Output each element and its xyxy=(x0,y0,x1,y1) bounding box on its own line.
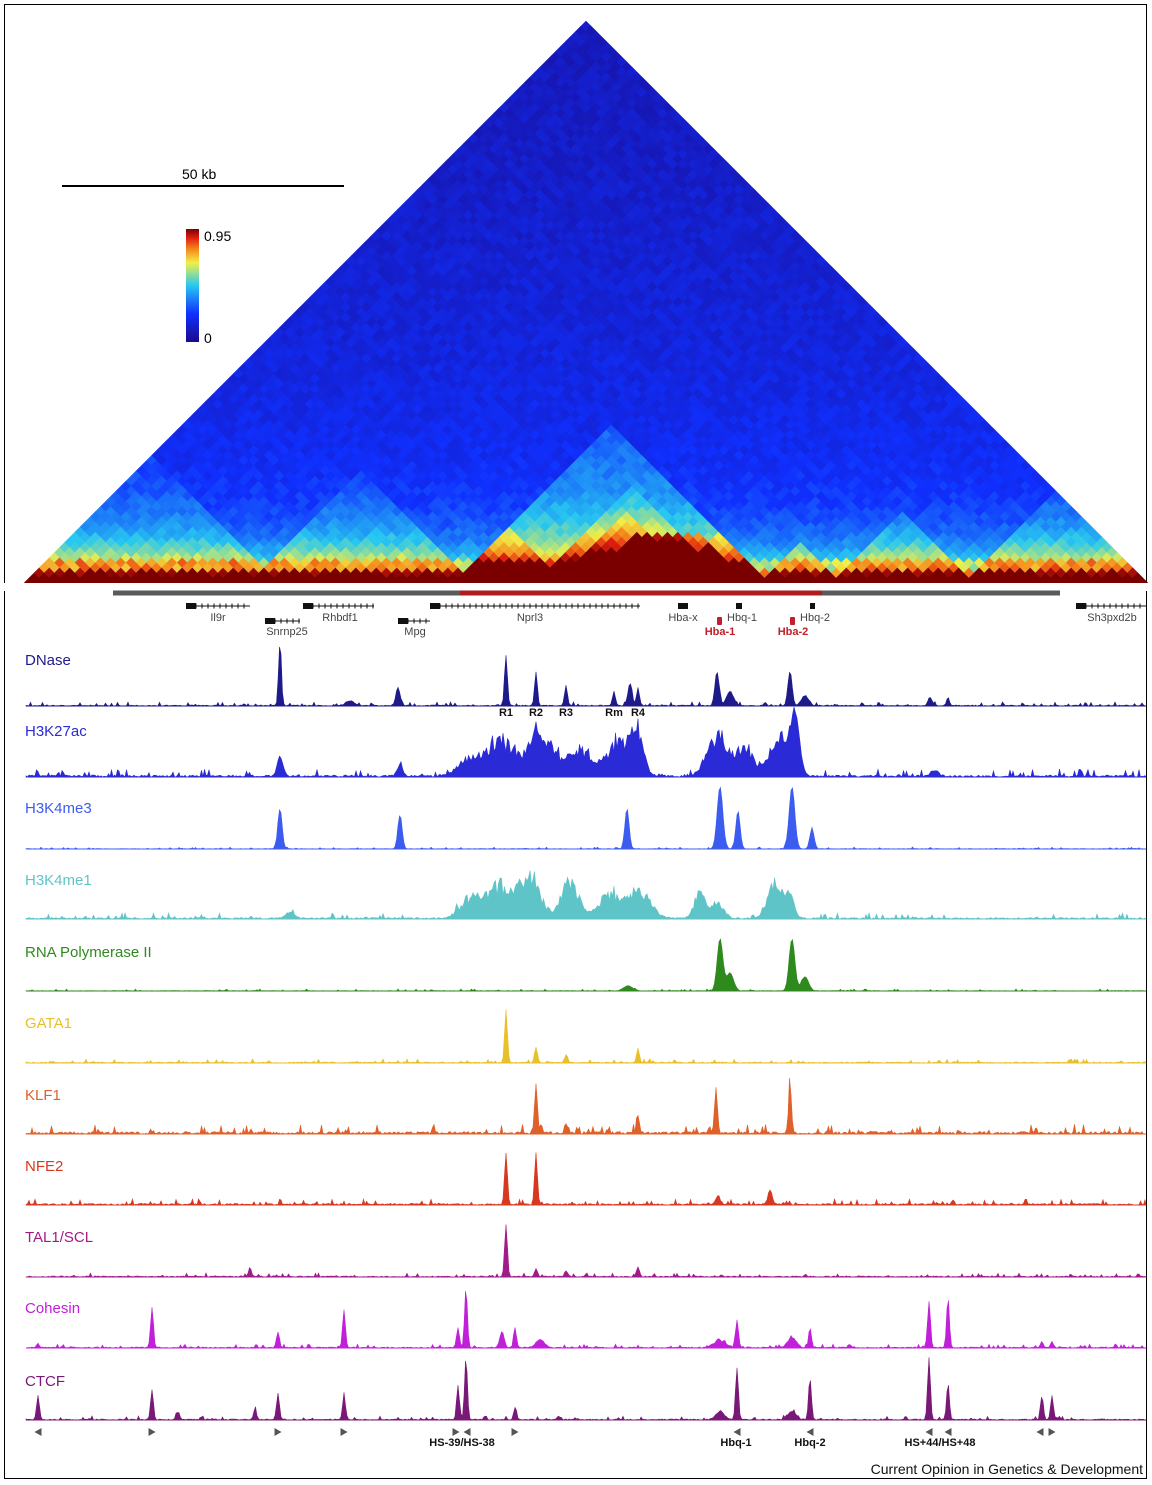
hic-contact-heatmap xyxy=(0,20,1152,591)
signal-tracks xyxy=(25,646,1148,1421)
gene-label-mpg: Mpg xyxy=(404,626,426,638)
gene-label-hba-2: Hba-2 xyxy=(777,626,809,638)
signal-track-9 xyxy=(25,1291,1147,1349)
peak-label-r1: R1 xyxy=(498,707,514,719)
track-label-tal1: TAL1/SCL xyxy=(25,1229,94,1246)
ctcf-arrow xyxy=(148,1428,156,1436)
signal-track-10 xyxy=(25,1357,1146,1421)
peak-label-r2: R2 xyxy=(528,707,544,719)
track-label-ctcf: CTCF xyxy=(25,1373,65,1390)
colorbar-min-label: 0 xyxy=(204,330,212,346)
ctcf-arrow xyxy=(463,1428,471,1436)
track-label-h3k4me3: H3K4me3 xyxy=(25,800,92,817)
signal-track-2 xyxy=(25,786,1147,850)
gene-label-hba-1: Hba-1 xyxy=(704,626,736,638)
gene-label-hbq-1: Hbq-1 xyxy=(727,612,757,624)
gene-label-rhbdf1: Rhbdf1 xyxy=(322,612,358,624)
gene-label-nprl3: Nprl3 xyxy=(516,612,544,624)
ctcf-arrow xyxy=(274,1428,282,1436)
colorbar xyxy=(186,229,199,342)
track-label-dnase: DNase xyxy=(25,652,71,669)
peak-label-rm: Rm xyxy=(605,707,623,719)
ctcf-arrow xyxy=(925,1428,933,1436)
ctcf-arrow xyxy=(34,1428,42,1436)
gene-label-hbq-2: Hbq-2 xyxy=(800,612,830,624)
signal-track-0 xyxy=(25,646,1147,707)
signal-track-4 xyxy=(25,938,1147,992)
ctcf-arrow xyxy=(1036,1428,1044,1436)
gene-label-snrnp25: Snrnp25 xyxy=(266,626,308,638)
peak-label-r3: R3 xyxy=(558,707,574,719)
track-label-h3k27ac: H3K27ac xyxy=(25,723,87,740)
track-label-cohesin: Cohesin xyxy=(25,1300,81,1317)
ctcf-orientation-arrows xyxy=(34,1428,1056,1436)
signal-track-8 xyxy=(25,1224,1148,1278)
ctcf-arrow xyxy=(1048,1428,1056,1436)
peak-label-r4: R4 xyxy=(630,707,646,719)
gene-label-sh3pxd2b: Sh3pxd2b xyxy=(1087,612,1137,624)
ctcf-site-hs44-48: HS+44/HS+48 xyxy=(904,1437,976,1449)
signal-track-6 xyxy=(25,1077,1147,1135)
ctcf-arrow xyxy=(944,1428,952,1436)
colorbar-max-label: 0.95 xyxy=(204,228,232,244)
signal-track-1 xyxy=(25,706,1147,778)
track-label-gata1: GATA1 xyxy=(25,1015,72,1032)
track-label-h3k4me1: H3K4me1 xyxy=(25,872,92,889)
ctcf-arrow xyxy=(806,1428,814,1436)
scale-bar-label: 50 kb xyxy=(182,166,217,182)
track-label-nfe2: NFE2 xyxy=(25,1158,64,1175)
ctcf-arrow xyxy=(733,1428,741,1436)
ctcf-arrow xyxy=(452,1428,460,1436)
gene-label-hba-x: Hba-x xyxy=(668,612,698,624)
signal-track-5 xyxy=(25,1009,1147,1064)
ctcf-arrow xyxy=(340,1428,348,1436)
signal-track-7 xyxy=(25,1152,1147,1206)
signal-track-3 xyxy=(25,870,1147,920)
figure-frame xyxy=(4,4,1147,1479)
track-label-klf1: KLF1 xyxy=(25,1087,61,1104)
ctcf-site-hbq-1: Hbq-1 xyxy=(720,1437,752,1449)
gene-label-il9r: Il9r xyxy=(210,612,226,624)
track-label-rna-pol2: RNA Polymerase II xyxy=(25,944,152,961)
ctcf-arrow xyxy=(511,1428,519,1436)
ctcf-site-hs-39-38: HS-39/HS-38 xyxy=(429,1437,495,1449)
journal-credit: Current Opinion in Genetics & Developmen… xyxy=(870,1461,1143,1477)
gene-models xyxy=(186,603,1146,625)
ctcf-site-hbq-2: Hbq-2 xyxy=(794,1437,826,1449)
